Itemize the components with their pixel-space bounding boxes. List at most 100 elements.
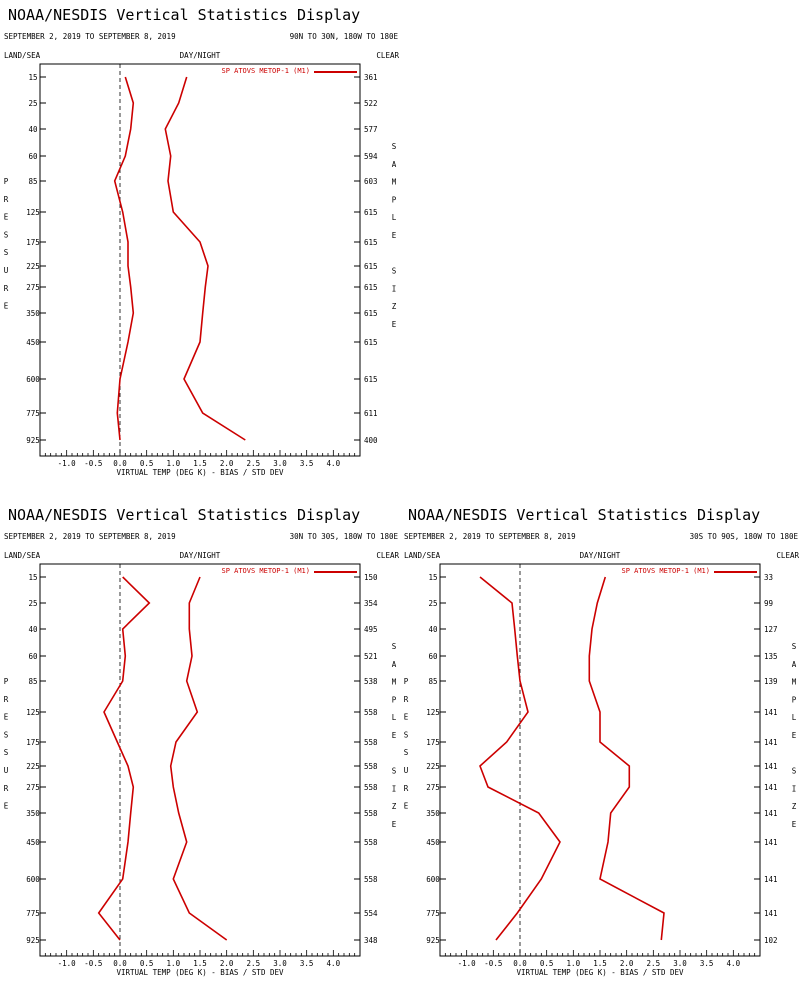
pressure-tick-label: 450 <box>26 338 40 347</box>
x-tick-label: 0.0 <box>113 959 127 968</box>
legend-label: SP ATOVS METOP-1 (M1) <box>221 67 310 75</box>
right-axis-label-char: S <box>792 767 797 776</box>
right-axis-label-char: M <box>392 678 397 687</box>
pressure-tick-label: 25 <box>428 599 437 608</box>
right-axis-label-char: A <box>792 660 797 669</box>
right-axis-label-char: S <box>392 142 397 151</box>
right-axis-label-char: M <box>792 678 797 687</box>
right-axis-label-char: S <box>792 642 797 651</box>
sample-size-label: 615 <box>364 309 378 318</box>
x-tick-label: 4.0 <box>327 959 341 968</box>
x-tick-label: -0.5 <box>484 959 502 968</box>
sample-size-label: 558 <box>364 762 378 771</box>
chart-svg: NOAA/NESDIS Vertical Statistics Display S… <box>404 506 800 977</box>
x-tick-label: 2.5 <box>247 959 261 968</box>
plot-frame <box>439 563 761 957</box>
right-axis-label-char: M <box>392 178 397 187</box>
date-range: SEPTEMBER 2, 2019 TO SEPTEMBER 8, 2019 <box>4 32 176 41</box>
sample-size-label: 33 <box>764 573 773 582</box>
y-axis-label-char: R <box>404 784 409 793</box>
pressure-tick-label: 15 <box>28 73 37 82</box>
pressure-tick-label: 925 <box>26 436 40 445</box>
right-axis-label-char: I <box>792 784 797 793</box>
right-axis-label-char: Z <box>392 802 397 811</box>
y-axis-label-char: E <box>404 713 409 722</box>
x-tick-label: 2.5 <box>647 959 661 968</box>
x-tick-label: 1.0 <box>167 459 181 468</box>
sample-size-label: 615 <box>364 338 378 347</box>
sample-size-label: 141 <box>764 738 778 747</box>
sample-size-label: 141 <box>764 909 778 918</box>
date-range: SEPTEMBER 2, 2019 TO SEPTEMBER 8, 2019 <box>4 532 176 541</box>
y-axis-label-char: E <box>404 802 409 811</box>
pressure-tick-label: 350 <box>426 809 440 818</box>
right-axis-label-char: E <box>392 320 397 329</box>
x-tick-label: 1.0 <box>567 959 581 968</box>
x-tick-label: 3.0 <box>273 459 287 468</box>
y-axis-label-char: R <box>4 695 9 704</box>
sample-size-label: 495 <box>364 625 378 634</box>
clear-label: CLEAR <box>776 551 799 560</box>
clear-label: CLEAR <box>376 551 399 560</box>
x-tick-label: -0.5 <box>84 959 102 968</box>
x-tick-label: -1.0 <box>458 959 477 968</box>
y-axis-label-char: P <box>404 677 409 686</box>
pressure-tick-label: 275 <box>26 783 40 792</box>
y-axis-label-char: P <box>4 177 9 186</box>
pressure-tick-label: 60 <box>28 152 38 161</box>
pressure-tick-label: 60 <box>428 652 438 661</box>
x-tick-label: -1.0 <box>58 459 77 468</box>
y-axis-label-char: R <box>4 784 9 793</box>
right-axis-label-char: S <box>392 267 397 276</box>
sample-size-label: 554 <box>364 909 378 918</box>
pressure-tick-label: 15 <box>28 573 37 582</box>
x-tick-label: 3.0 <box>673 959 687 968</box>
sample-size-label: 577 <box>364 125 378 134</box>
pressure-tick-label: 40 <box>28 125 38 134</box>
sample-size-label: 150 <box>364 573 378 582</box>
day-night-label: DAY/NIGHT <box>180 551 221 560</box>
plot-frame <box>39 63 361 457</box>
pressure-tick-label: 450 <box>426 838 440 847</box>
legend-label: SP ATOVS METOP-1 (M1) <box>621 567 710 575</box>
chart-svg: NOAA/NESDIS Vertical Statistics Display S… <box>4 6 400 477</box>
sample-size-label: 615 <box>364 238 378 247</box>
x-tick-label: 1.5 <box>593 959 607 968</box>
right-axis-label-char: A <box>392 160 397 169</box>
series-line-std-dev <box>164 76 246 441</box>
sample-size-label: 141 <box>764 809 778 818</box>
pressure-tick-label: 125 <box>26 208 40 217</box>
sample-size-label: 558 <box>364 809 378 818</box>
pressure-tick-label: 775 <box>26 909 40 918</box>
x-tick-label: 4.0 <box>727 959 741 968</box>
sample-size-label: 127 <box>764 625 778 634</box>
x-tick-label: 1.0 <box>167 959 181 968</box>
x-axis-label: VIRTUAL TEMP (DEG K) - BIAS / STD DEV <box>116 468 284 477</box>
pressure-tick-label: 600 <box>426 875 440 884</box>
pressure-tick-label: 775 <box>26 409 40 418</box>
series-line-std-dev <box>169 576 228 941</box>
pressure-tick-label: 15 <box>428 573 437 582</box>
date-range: SEPTEMBER 2, 2019 TO SEPTEMBER 8, 2019 <box>404 532 576 541</box>
day-night-label: DAY/NIGHT <box>180 51 221 60</box>
sample-size-label: 615 <box>364 283 378 292</box>
right-axis-label-char: L <box>392 713 397 722</box>
y-axis-label-char: P <box>4 677 9 686</box>
sample-size-label: 141 <box>764 875 778 884</box>
chart-svg: NOAA/NESDIS Vertical Statistics Display S… <box>4 506 400 977</box>
pressure-tick-label: 350 <box>26 309 40 318</box>
pressure-tick-label: 25 <box>28 99 37 108</box>
pressure-tick-label: 175 <box>426 738 440 747</box>
region-label: 30S TO 90S, 180W TO 180E <box>690 532 799 541</box>
y-axis-label-char: E <box>4 302 9 311</box>
pressure-tick-label: 600 <box>26 875 40 884</box>
x-tick-label: 1.5 <box>193 459 207 468</box>
pressure-tick-label: 175 <box>26 238 40 247</box>
pressure-tick-label: 450 <box>26 838 40 847</box>
right-axis-label-char: Z <box>792 802 797 811</box>
x-axis-label: VIRTUAL TEMP (DEG K) - BIAS / STD DEV <box>516 968 684 977</box>
y-axis-label-char: R <box>4 195 9 204</box>
pressure-tick-label: 225 <box>426 762 440 771</box>
y-axis-label-char: E <box>4 213 9 222</box>
series-line-std-dev <box>588 576 665 941</box>
